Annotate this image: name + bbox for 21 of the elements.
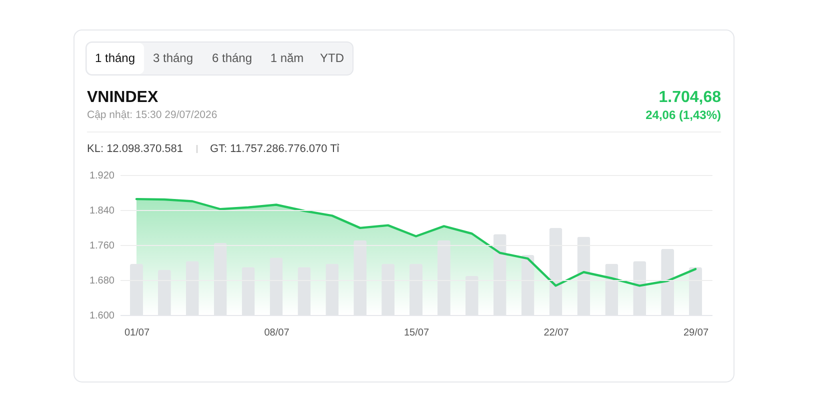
chart-subtitle: Cập nhật: 15:30 29/07/2026 [87,109,218,121]
y-tick-label: 1.600 [89,310,115,322]
text: YTD [320,51,344,65]
y-tick-label: 1.760 [89,240,115,252]
text: 6 tháng [212,51,252,65]
x-tick-label: 15/07 [404,328,430,338]
y-tick-label: 1.840 [89,206,115,216]
text: 1.704,68 [658,89,722,106]
text: KL: 12.098.370.581 [87,143,184,155]
y-tick-label: 1.920 [89,170,115,182]
x-tick-label: 01/07 [124,328,150,338]
text: 3 tháng [152,51,194,65]
x-tick-label: 08/07 [264,328,290,338]
text: 24,06 (1,43%) [646,108,721,122]
y-tick-label: 1.680 [89,276,115,286]
text: GT: 11.757.286.776.070 Tỉ [210,143,340,155]
x-tick-label: 22/07 [544,328,570,338]
text: 1 tháng [94,51,136,65]
text: 1 năm [270,51,304,65]
chart-title: VNINDEX [87,89,158,106]
x-tick-label: 29/07 [683,328,709,338]
